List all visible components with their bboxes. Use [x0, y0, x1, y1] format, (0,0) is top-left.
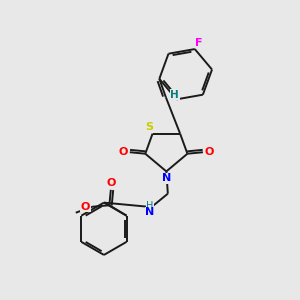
Text: O: O — [81, 202, 90, 212]
Text: S: S — [145, 122, 153, 132]
Text: H: H — [170, 90, 179, 100]
Text: O: O — [205, 147, 214, 157]
Text: O: O — [118, 147, 128, 157]
Text: H: H — [146, 201, 154, 211]
Text: N: N — [162, 173, 171, 183]
Text: F: F — [195, 38, 202, 47]
Text: O: O — [106, 178, 116, 188]
Text: N: N — [146, 207, 154, 218]
